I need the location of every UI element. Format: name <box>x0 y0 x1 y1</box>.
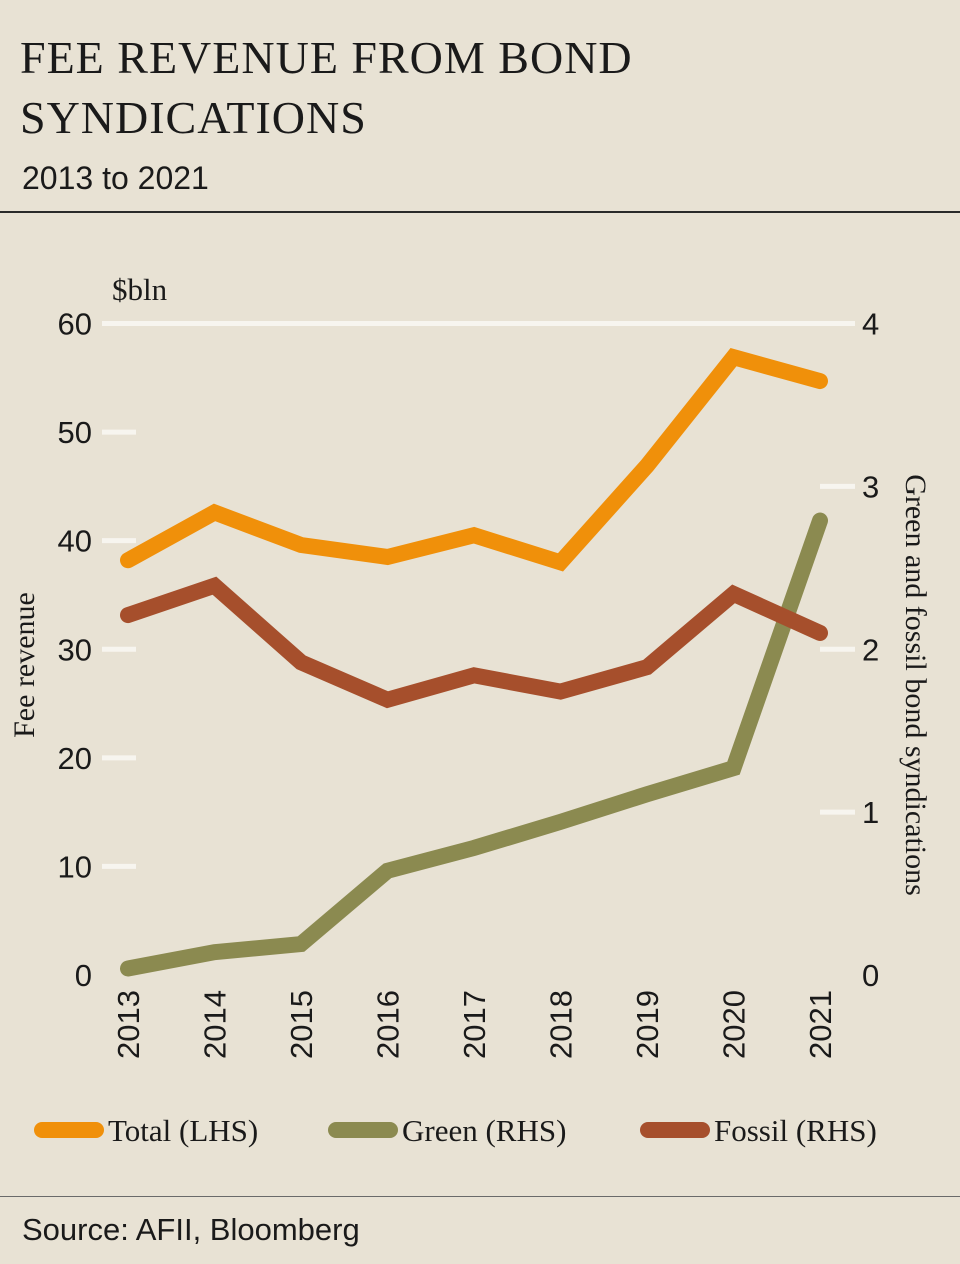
series-line-green <box>120 512 828 977</box>
source-note: Source: AFII, Bloomberg <box>22 1212 360 1247</box>
left-axis-label: Fee revenue <box>8 592 41 738</box>
line-chart: $bln Fee revenue Green and fossil bond s… <box>8 272 932 1148</box>
footer-divider <box>0 1196 960 1197</box>
x-tick-label: 2017 <box>457 990 492 1059</box>
right-tick-label: 1 <box>862 795 879 830</box>
right-tick-label: 3 <box>862 469 879 504</box>
right-axis-label: Green and fossil bond syndications <box>899 474 932 896</box>
right-tick-label: 2 <box>862 632 879 667</box>
legend-label: Total (LHS) <box>108 1113 258 1148</box>
x-tick-label: 2016 <box>371 990 406 1059</box>
x-tick-label: 2014 <box>198 990 233 1059</box>
unit-label: $bln <box>112 272 168 307</box>
x-tick-label: 2013 <box>111 990 146 1059</box>
chart-subtitle: 2013 to 2021 <box>22 160 209 196</box>
series-line-total <box>120 348 828 572</box>
legend-label: Green (RHS) <box>402 1113 566 1148</box>
chart-title: FEE REVENUE FROM BOND SYNDICATIONS <box>20 32 633 143</box>
series-line-fossil <box>120 576 828 709</box>
right-tick-label: 0 <box>862 958 879 993</box>
left-tick-label: 10 <box>58 849 92 884</box>
left-tick-label: 40 <box>58 524 92 559</box>
right-tick-label: 4 <box>862 307 879 342</box>
x-tick-label: 2021 <box>803 990 838 1059</box>
x-tick-label: 2019 <box>630 990 665 1059</box>
left-tick-label: 30 <box>58 632 92 667</box>
header-divider <box>0 211 960 213</box>
x-tick-label: 2020 <box>717 990 752 1059</box>
left-tick-label: 50 <box>58 415 92 450</box>
legend-label: Fossil (RHS) <box>714 1113 877 1148</box>
left-tick-label: 60 <box>58 307 92 342</box>
x-tick-label: 2018 <box>544 990 579 1059</box>
left-tick-label: 20 <box>58 741 92 776</box>
left-tick-label: 0 <box>75 958 92 993</box>
x-tick-label: 2015 <box>284 990 319 1059</box>
